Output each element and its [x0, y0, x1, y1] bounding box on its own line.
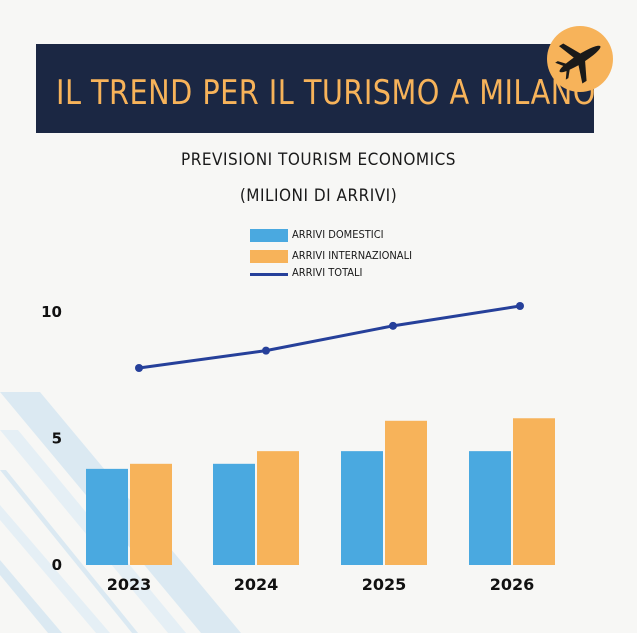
chart-subtitle: PREVISIONI TOURISM ECONOMICS: [181, 150, 456, 170]
legend-label-total: ARRIVI TOTALI: [292, 266, 363, 279]
point-total-2024: [262, 346, 270, 355]
legend-line-total: [250, 273, 288, 276]
x-tick-label-2023: 2023: [107, 575, 152, 594]
x-tick-label-2024: 2024: [234, 575, 279, 594]
line-total-arrivals: [138, 304, 521, 370]
legend-swatch-international: [250, 250, 288, 263]
page-title: IL TREND PER IL TURISMO A MILANO: [56, 73, 596, 113]
bar-international-2024: [257, 451, 299, 565]
bar-domestic-2025: [341, 451, 383, 565]
bar-international-2023: [130, 463, 172, 565]
bar-domestic-2024: [213, 463, 255, 565]
point-total-2023: [135, 364, 143, 372]
legend-label-international: ARRIVI INTERNAZIONALI: [292, 249, 412, 262]
x-tick-label-2026: 2026: [490, 575, 535, 594]
bar-domestic-2023: [86, 468, 128, 565]
airplane-icon: [555, 43, 601, 84]
bar-domestic-2026: [469, 451, 511, 565]
legend-swatch-domestic: [250, 229, 288, 242]
chart-units: (MILIONI DI ARRIVI): [239, 186, 398, 206]
y-tick-label-10: 10: [41, 303, 62, 321]
bar-international-2026: [513, 418, 555, 565]
x-tick-label-2025: 2025: [362, 575, 407, 594]
airplane-badge: [547, 26, 613, 92]
legend-label-domestic: ARRIVI DOMESTICI: [292, 228, 384, 241]
y-tick-label-0: 0: [52, 556, 62, 574]
bar-international-2025: [385, 420, 427, 565]
title-banner: [36, 44, 594, 133]
point-total-2025: [389, 321, 397, 330]
point-total-2026: [516, 302, 524, 310]
y-tick-label-5: 5: [52, 430, 62, 448]
